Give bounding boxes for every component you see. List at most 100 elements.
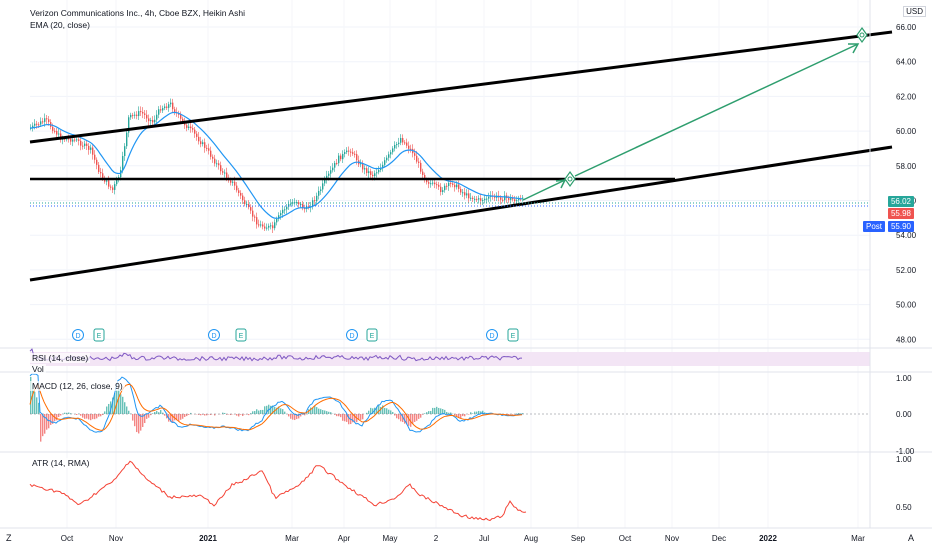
macd-bar: [184, 414, 185, 417]
candle-body: [272, 225, 273, 228]
price-tick-label: 52.00: [896, 266, 917, 275]
close-price-tag: 55.98: [888, 208, 914, 219]
candle-body: [246, 204, 247, 205]
candle-body: [280, 213, 281, 215]
earnings-marker[interactable]: E: [508, 329, 518, 341]
currency-label[interactable]: USD: [903, 6, 926, 17]
lower-channel-line[interactable]: [30, 147, 892, 280]
macd-bar: [64, 413, 65, 414]
candle-body: [242, 196, 243, 201]
candle-body: [402, 138, 403, 142]
macd-bar: [416, 414, 417, 421]
svg-text:D: D: [489, 333, 494, 340]
macd-bar: [446, 412, 447, 414]
candle-body: [250, 207, 251, 210]
candle-body: [408, 146, 409, 149]
candle-body: [404, 142, 405, 143]
candle-body: [40, 121, 41, 124]
candle-body: [468, 193, 469, 198]
candle-body: [482, 200, 483, 201]
candle-body: [452, 183, 453, 184]
pane-tick-label: 0.50: [896, 503, 912, 512]
earnings-marker[interactable]: E: [236, 329, 246, 341]
candle-body: [96, 160, 97, 165]
dividend-marker[interactable]: D: [73, 330, 84, 341]
vol-legend[interactable]: Vol: [30, 364, 46, 374]
macd-bar: [248, 414, 249, 415]
upper-channel-line[interactable]: [30, 32, 892, 142]
timezone-button[interactable]: Z: [6, 533, 12, 543]
earnings-marker[interactable]: E: [367, 329, 377, 341]
candle-body: [100, 172, 101, 173]
candle-body: [212, 157, 213, 159]
price-tick-label: 62.00: [896, 92, 917, 101]
candle-body: [346, 151, 347, 152]
time-tick-label: 2022: [759, 534, 777, 543]
candle-body: [68, 139, 69, 140]
candle-body: [268, 226, 269, 228]
auto-scale-button[interactable]: A: [908, 533, 914, 543]
pane-axes[interactable]: 1.000.00-1.001.000.50: [896, 374, 915, 512]
price-axis[interactable]: 66.0064.0062.0060.0058.0056.0054.0052.00…: [896, 23, 917, 344]
macd-bar: [252, 411, 253, 414]
candle-body: [324, 180, 325, 184]
candle-body: [34, 124, 35, 126]
macd-bar: [106, 407, 107, 414]
candle-body: [186, 125, 187, 128]
macd-bar: [100, 414, 101, 416]
macd-bar: [400, 414, 401, 421]
macd-bar: [338, 414, 339, 416]
candle-body: [338, 156, 339, 164]
candle-body: [180, 115, 181, 119]
candle-body: [400, 138, 401, 143]
macd-bar: [384, 408, 385, 414]
candle-body: [90, 148, 91, 150]
candle-body: [54, 131, 55, 132]
candle-body: [254, 217, 255, 218]
candle-body: [220, 165, 221, 171]
atr-legend[interactable]: ATR (14, RMA): [30, 458, 91, 468]
candle-body: [300, 204, 301, 205]
candle-body: [406, 143, 407, 146]
candle-body: [274, 222, 275, 228]
macd-bar: [56, 414, 57, 420]
candle-body: [508, 198, 509, 200]
macd-bar: [370, 408, 371, 414]
macd-bar: [414, 414, 415, 422]
earnings-marker[interactable]: E: [94, 329, 104, 341]
candle-body: [56, 131, 57, 135]
macd-bar: [432, 408, 433, 414]
macd-bar: [326, 411, 327, 414]
candle-body: [206, 148, 207, 149]
arrow-anchor-1[interactable]: [565, 172, 575, 186]
dividend-marker[interactable]: D: [209, 330, 220, 341]
ema-legend[interactable]: EMA (20, close): [30, 20, 90, 30]
pane-tick-label: 1.00: [896, 455, 912, 464]
macd-legend[interactable]: MACD (12, 26, close, 9): [30, 381, 125, 391]
candle-body: [88, 146, 89, 150]
candle-body: [322, 183, 323, 189]
candle-body: [142, 112, 143, 113]
price-tick-label: 64.00: [896, 58, 917, 67]
dividend-marker[interactable]: D: [487, 330, 498, 341]
price-tick-label: 50.00: [896, 301, 917, 310]
candle-body: [42, 121, 43, 122]
macd-bar: [328, 412, 329, 414]
macd-bar: [430, 411, 431, 414]
macd-bar: [118, 389, 119, 414]
candle-body: [316, 196, 317, 201]
candle-body: [378, 170, 379, 172]
candle-body: [420, 163, 421, 172]
macd-bar: [122, 397, 123, 414]
macd-bar: [474, 412, 475, 414]
macd-bar: [34, 392, 35, 414]
macd-bar: [126, 406, 127, 414]
macd-bar: [152, 413, 153, 414]
dividend-marker[interactable]: D: [347, 330, 358, 341]
time-tick-label: Sep: [571, 534, 586, 543]
svg-text:E: E: [239, 333, 244, 340]
rsi-legend[interactable]: RSI (14, close): [30, 353, 90, 363]
